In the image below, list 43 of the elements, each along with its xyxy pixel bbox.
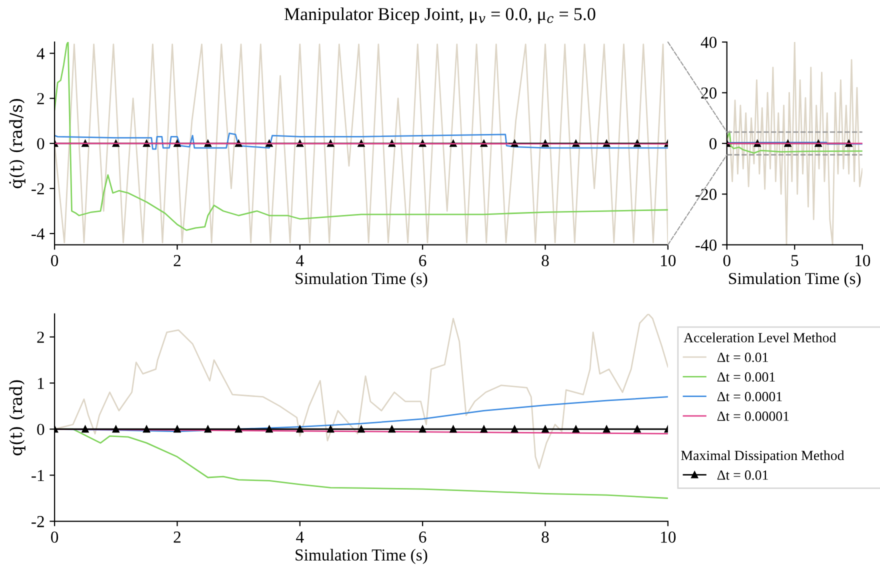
y-tick-label: 1 — [38, 378, 44, 389]
x-tick-label: 6 — [419, 255, 426, 266]
text: Maximal Dissipation Method — [681, 450, 844, 463]
y-tick-label: -1 — [32, 470, 44, 481]
y-axis-title: q̇(t) (rad/s) — [9, 99, 26, 188]
y-tick-label: -4 — [32, 228, 45, 240]
x-tick-label: 0 — [51, 531, 58, 543]
x-axis-title: Simulation Time (s) — [296, 548, 428, 564]
x-tick-label: 2 — [174, 255, 180, 266]
x-tick-label: 0 — [51, 255, 58, 266]
y-tick-label: 0 — [37, 424, 44, 436]
y-tick-label: 4 — [36, 48, 45, 60]
x-tick-label: 4 — [296, 532, 304, 543]
y-tick-label: -20 — [696, 188, 717, 200]
x-tick-label: 8 — [542, 531, 549, 543]
legend-label: Δt = 0.001 — [717, 372, 775, 382]
legend-label: Δt = 0.00001 — [717, 412, 789, 421]
x-tick-label: 2 — [174, 532, 180, 543]
y-tick-label: -2 — [32, 183, 44, 194]
x-tick-label: 10 — [661, 531, 676, 543]
x-axis-title: Simulation Time (s) — [729, 272, 861, 288]
x-tick-label: 10 — [856, 255, 870, 266]
x-tick-label: 4 — [296, 255, 304, 266]
y-axis-title: q(t) (rad) — [9, 380, 26, 456]
y-tick-label: 2 — [37, 332, 44, 343]
legend-label: Δt = 0.01 — [717, 470, 768, 480]
y-tick-label: -40 — [696, 240, 717, 251]
y-tick-label: 20 — [701, 87, 717, 99]
x-tick-label: 6 — [419, 532, 426, 543]
y-tick-label: 0 — [709, 138, 717, 150]
x-axis-title: Simulation Time (s) — [296, 272, 428, 288]
y-tick-label: -2 — [32, 516, 44, 528]
chart-title: Manipulator Bicep Joint, μ$_{v}$ = 0.0, μ$_{c}$ = 5.0 — [284, 8, 596, 24]
legend-label: Δt = 0.0001 — [717, 392, 782, 402]
x-tick-label: 10 — [661, 255, 676, 266]
x-tick-label: 0 — [723, 255, 730, 266]
x-tick-label: 8 — [542, 255, 549, 266]
legend-label: Δt = 0.01 — [717, 352, 768, 362]
y-tick-label: 2 — [37, 93, 44, 104]
legend-title: Acceleration Level Method — [684, 332, 836, 342]
y-tick-label: 40 — [700, 36, 717, 48]
y-tick-label: 0 — [37, 138, 44, 150]
x-tick-label: 5 — [791, 255, 798, 266]
